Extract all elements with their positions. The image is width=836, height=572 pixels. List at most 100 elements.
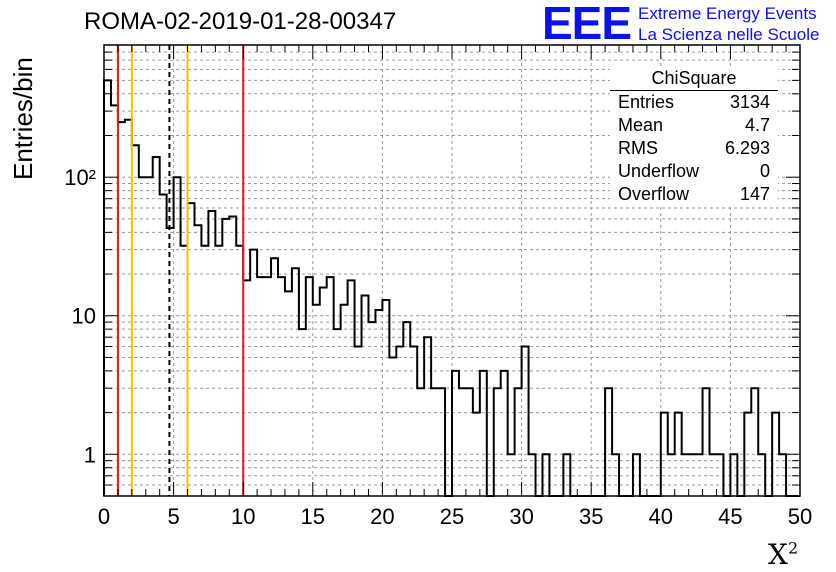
histogram-bin	[104, 80, 111, 496]
histogram-bin	[668, 454, 675, 496]
histogram-bin	[299, 329, 306, 496]
histogram-bars	[103, 79, 800, 497]
histogram-bin	[452, 371, 459, 496]
histogram-bin	[257, 277, 264, 496]
x-tick-label: 40	[649, 504, 673, 529]
histogram-bin	[661, 413, 668, 496]
stats-title: ChiSquare	[651, 68, 737, 88]
histogram-bin	[689, 454, 696, 496]
histogram-bin	[772, 413, 779, 496]
histogram-bin	[563, 454, 570, 496]
stats-row-mean: Mean 4.7	[618, 115, 770, 138]
y-tick-label: 10	[72, 304, 96, 329]
histogram-bin	[292, 268, 299, 496]
histogram-bin	[285, 291, 292, 496]
histogram-bin	[215, 246, 222, 496]
histogram-outline	[103, 79, 800, 497]
histogram-bin	[515, 388, 522, 496]
stats-value: 147	[739, 184, 770, 204]
histogram-bin	[348, 280, 355, 496]
histogram-bin	[208, 211, 215, 496]
histogram-bin	[758, 454, 765, 496]
tick-labels: 0 5 10 15 20 25 30 35 40 45 50 1 10 10²	[64, 165, 812, 529]
histogram-bin	[153, 157, 160, 496]
reference-lines	[116, 45, 245, 496]
histogram-bin	[716, 454, 723, 496]
histogram-bin	[125, 120, 132, 496]
histogram-bin	[111, 105, 118, 496]
stats-label: Mean	[618, 115, 664, 135]
histogram-bin	[431, 388, 438, 496]
x-tick-label: 35	[579, 504, 603, 529]
histogram-bin	[529, 454, 536, 496]
histogram-bin	[264, 277, 271, 496]
histogram-bin	[188, 203, 195, 496]
stats-divider	[610, 90, 778, 91]
histogram-bin	[403, 322, 410, 496]
stats-label: Overflow	[618, 184, 690, 204]
histogram-bin	[696, 454, 703, 496]
x-axis-label: X2	[768, 538, 798, 571]
histogram-bin	[222, 219, 229, 496]
histogram-bin	[368, 322, 375, 496]
histogram-bin	[174, 177, 181, 496]
stats-row-rms: RMS 6.293	[618, 138, 770, 161]
histogram-bin	[389, 357, 396, 496]
histogram-bin	[362, 296, 369, 496]
x-tick-label: 50	[788, 504, 812, 529]
histogram-bin	[605, 388, 612, 496]
x-tick-label: 10	[231, 504, 255, 529]
x-tick-label: 45	[718, 504, 742, 529]
histogram-bin	[181, 246, 188, 496]
histogram-bin	[703, 388, 710, 496]
histogram-bin	[334, 329, 341, 496]
y-tick-label: 10²	[64, 165, 96, 190]
histogram-bin	[118, 122, 125, 496]
histogram-bin	[243, 280, 250, 496]
logo-line-2: La Scienza nelle Scuole	[638, 25, 820, 44]
stats-box: ChiSquare Entries 3134 Mean 4.7 RMS 6.293 U…	[610, 68, 778, 207]
histogram-bin	[730, 454, 737, 496]
chart-title: ROMA-02-2019-01-28-00347	[84, 8, 397, 35]
histogram-bin	[501, 371, 508, 496]
histogram-bin	[522, 346, 529, 496]
stats-value: 0	[759, 161, 770, 181]
histogram-bin	[751, 388, 758, 496]
histogram-bin	[542, 454, 549, 496]
histogram-bin	[375, 310, 382, 496]
histogram-bin	[494, 388, 501, 496]
histogram-bin	[194, 225, 201, 496]
axis-ticks	[103, 44, 801, 497]
x-axis-label-base: X	[768, 538, 788, 571]
histogram-bin	[633, 454, 640, 496]
x-tick-label: 20	[370, 504, 394, 529]
stats-label: Underflow	[618, 161, 700, 181]
histogram-bin	[229, 217, 236, 496]
stats-row-overflow: Overflow 147	[618, 184, 770, 207]
x-tick-label: 25	[440, 504, 464, 529]
histogram-bin	[320, 287, 327, 496]
histogram-bin	[612, 454, 619, 496]
histogram-bin	[271, 258, 278, 496]
stats-value: 4.7	[744, 115, 770, 135]
x-tick-label: 15	[301, 504, 325, 529]
histogram-bin	[139, 177, 146, 496]
eee-logo: EEE Extreme Energy Events La Scienza nel…	[542, 0, 832, 46]
histogram-bin	[424, 337, 431, 496]
histogram-bin	[382, 300, 389, 496]
histogram-bin	[438, 388, 445, 496]
stats-label: RMS	[618, 138, 658, 158]
histogram-bin	[396, 346, 403, 496]
histogram-bin	[341, 305, 348, 496]
stats-value: 6.293	[724, 138, 770, 158]
stats-row-entries: Entries 3134	[618, 92, 770, 115]
histogram-bin	[473, 413, 480, 496]
histogram-bin	[355, 346, 362, 496]
x-tick-label: 30	[509, 504, 533, 529]
x-tick-label: 5	[167, 504, 179, 529]
histogram-bin	[306, 277, 313, 496]
stats-label: Entries	[618, 92, 675, 112]
histogram-bin	[146, 177, 153, 496]
histogram-bin	[250, 250, 257, 496]
